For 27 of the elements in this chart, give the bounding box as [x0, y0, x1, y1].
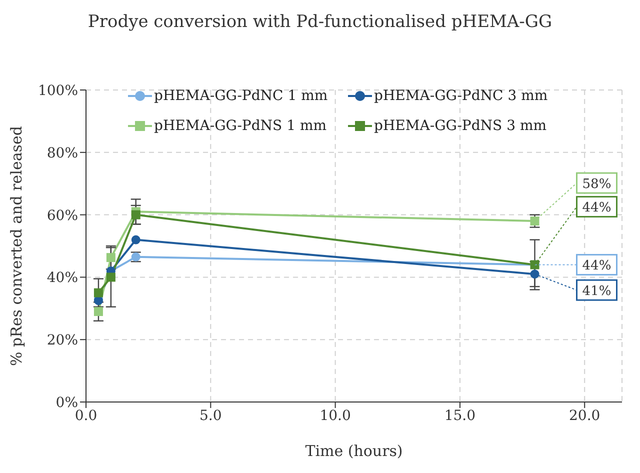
- point: [94, 288, 103, 298]
- x-axis-title: Time (hours): [305, 442, 403, 460]
- data-label: 58%: [582, 177, 612, 192]
- y-axis-title: % pRes converted and released: [7, 126, 26, 366]
- data-label: 44%: [582, 200, 612, 216]
- point: [530, 216, 540, 226]
- x-tick-label: 5.0: [200, 408, 222, 424]
- y-tick-label: 80%: [46, 145, 78, 162]
- chart-title: Prodye conversion with Pd-functionalised pHEMA-GG: [86, 11, 554, 34]
- legend-label: pHEMA-GG-PdNS 1 mm: [154, 118, 327, 134]
- x-tick-label: 20.0: [569, 408, 600, 424]
- legend-label: pHEMA-GG-PdNS 3 mm: [374, 118, 547, 134]
- point: [530, 270, 540, 279]
- y-tick-label: 100%: [38, 82, 78, 99]
- y-tick-label: 20%: [46, 332, 78, 349]
- point: [106, 272, 116, 282]
- data-label: 44%: [582, 258, 612, 274]
- legend-label: pHEMA-GG-PdNC 1 mm: [154, 88, 328, 104]
- legend-label: pHEMA-GG-PdNC 3 mm: [374, 88, 548, 104]
- x-tick-label: 15.0: [444, 408, 476, 424]
- point: [131, 210, 140, 220]
- y-tick-label: 60%: [46, 208, 78, 224]
- point: [106, 253, 116, 262]
- x-tick-label: 10.0: [320, 408, 351, 424]
- point: [131, 235, 140, 244]
- data-label: 41%: [582, 284, 612, 300]
- y-tick-label: 40%: [46, 270, 78, 286]
